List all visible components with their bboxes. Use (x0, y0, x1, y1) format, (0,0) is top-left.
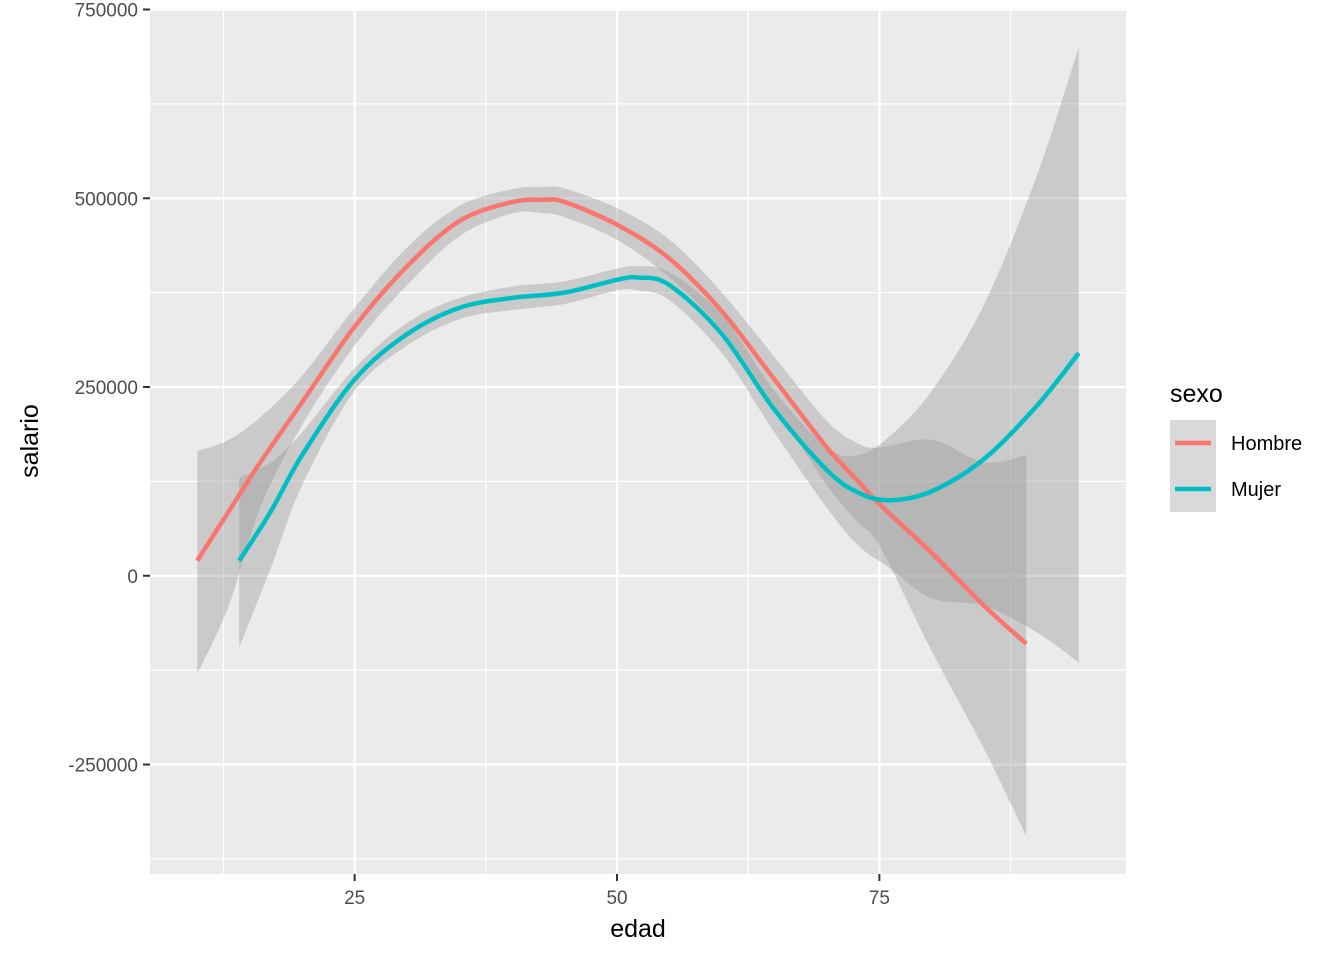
y-tick-label: 500000 (75, 189, 138, 210)
ribbon-mujer (239, 47, 1079, 663)
x-tick-label: 25 (344, 888, 365, 909)
series-line-hombre (195, 197, 1028, 646)
y-axis-title: salario (16, 404, 44, 478)
x-axis-title: edad (610, 915, 666, 943)
x-tick-label: 50 (606, 888, 627, 909)
axis-ticks (143, 8, 881, 881)
legend-label: Hombre (1231, 433, 1302, 455)
y-tick-label: 0 (127, 567, 138, 588)
legend-entry-mujer: Mujer (1170, 466, 1281, 512)
legend-label: Mujer (1231, 479, 1281, 501)
series-lines (195, 197, 1081, 646)
legend-entries: Hombre Mujer (1170, 420, 1302, 512)
ribbon-hombre (197, 186, 1027, 837)
legend-entry-hombre: Hombre (1170, 420, 1302, 466)
tick-labels: 25 50 75 -250000 0 250000 500000 750000 (68, 1, 890, 909)
y-tick-label: 750000 (75, 1, 138, 22)
x-tick-label: 75 (869, 888, 890, 909)
grid-major-lines (150, 8, 1126, 874)
grid-minor-lines (150, 8, 1126, 874)
series-line-mujer (237, 274, 1081, 562)
y-tick-label: 250000 (75, 378, 138, 399)
y-tick-label: -250000 (68, 756, 138, 777)
legend-title: sexo (1170, 380, 1223, 408)
confidence-ribbons (197, 47, 1079, 837)
legend: sexo Hombre Mujer (1170, 380, 1302, 512)
